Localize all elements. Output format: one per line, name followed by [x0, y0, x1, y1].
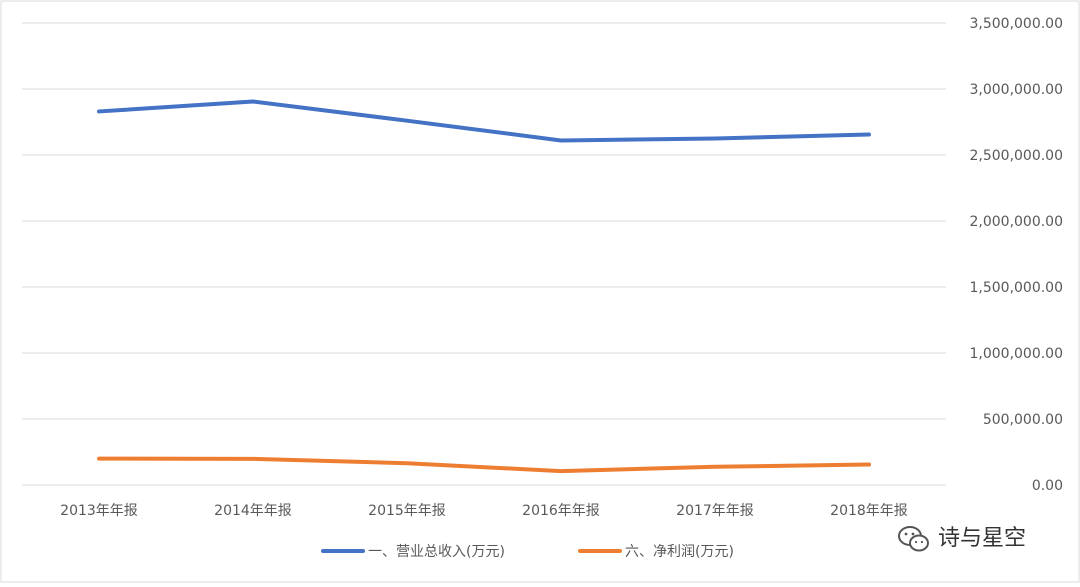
- y-tick-label: 3,500,000.00: [969, 16, 1063, 32]
- legend-label: 六、净利润(万元): [625, 544, 734, 560]
- wechat-icon: [898, 526, 929, 552]
- x-tick-label: 2016年年报: [522, 503, 600, 519]
- y-tick-label: 0.00: [1032, 478, 1063, 494]
- legend-label: 一、营业总收入(万元): [368, 544, 505, 560]
- x-tick-label: 2014年年报: [214, 503, 292, 519]
- y-tick-label: 500,000.00: [983, 412, 1063, 428]
- series-lines: [97, 99, 871, 474]
- x-tick-label: 2015年年报: [368, 503, 446, 519]
- y-tick-label: 1,500,000.00: [969, 280, 1063, 296]
- y-tick-label: 3,000,000.00: [969, 82, 1063, 98]
- series-line-2: [97, 456, 871, 474]
- legend: 一、营业总收入(万元) 六、净利润(万元): [321, 544, 734, 560]
- x-tick-label: 2013年年报: [60, 503, 138, 519]
- x-tick-label: 2017年年报: [676, 503, 754, 519]
- watermark-text: 诗与星空: [938, 526, 1026, 551]
- y-tick-label: 1,000,000.00: [969, 346, 1063, 362]
- x-axis-ticks: 2013年年报 2014年年报 2015年年报 2016年年报 2017年年报 2018年…: [60, 503, 908, 519]
- gridlines: [22, 22, 946, 486]
- watermark: 诗与星空: [898, 526, 1026, 552]
- x-tick-label: 2018年年报: [830, 503, 908, 519]
- y-axis-ticks: 0.00 500,000.00 1,000,000.00 1,500,000.00 2,…: [969, 16, 1063, 494]
- y-tick-label: 2,000,000.00: [969, 214, 1063, 230]
- series-line-1: [97, 99, 871, 143]
- y-tick-label: 2,500,000.00: [969, 148, 1063, 164]
